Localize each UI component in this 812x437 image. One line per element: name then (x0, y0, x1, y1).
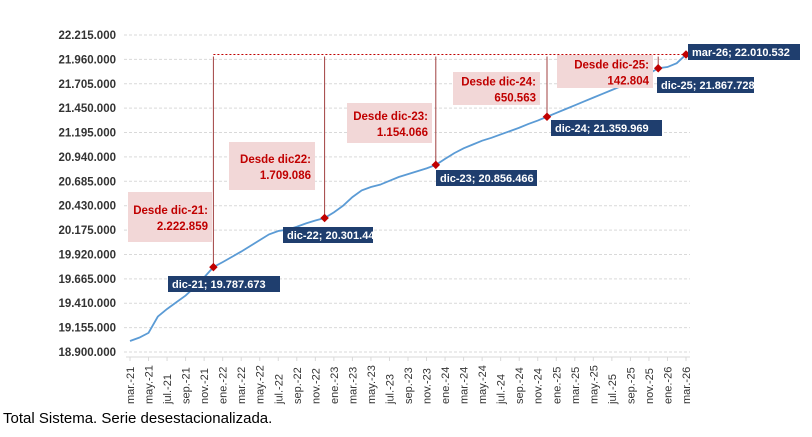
y-tick-label: 22.215.000 (58, 30, 116, 42)
annotation-box (453, 72, 540, 105)
x-tick-label: ene.-25 (551, 367, 563, 404)
annotation-value: 650.563 (494, 93, 536, 105)
point-label: dic-21; 19.787.673 (172, 279, 266, 291)
x-tick-label: may.-25 (588, 365, 600, 404)
y-tick-label: 19.410.000 (58, 298, 116, 310)
data-marker (653, 63, 663, 73)
y-tick-label: 18.900.000 (58, 347, 116, 359)
point-label-box (657, 77, 754, 93)
y-tick-label: 21.450.000 (58, 103, 116, 115)
x-tick-label: ene.-26 (662, 367, 674, 404)
y-tick-label: 19.155.000 (58, 323, 116, 335)
point-label: mar-26; 22.010.532 (692, 47, 790, 59)
x-tick-label: mar.-24 (459, 367, 471, 404)
x-tick-label: may.-24 (477, 365, 489, 404)
annotation-box (128, 192, 212, 242)
point-label: dic-22; 20.301.446 (287, 230, 381, 242)
annotation-value: 2.222.859 (157, 221, 208, 233)
point-label: dic-24; 21.359.969 (555, 123, 649, 135)
x-tick-label: mar.-25 (570, 367, 582, 404)
annotation-value: 1.709.086 (260, 170, 311, 182)
data-marker (542, 112, 552, 122)
x-tick-label: nov.-25 (644, 368, 656, 404)
point-label-box (436, 170, 537, 186)
x-tick-label: may.-22 (255, 365, 267, 404)
series-line (129, 53, 687, 342)
x-tick-label: sep.-24 (514, 367, 526, 404)
y-tick-label: 21.195.000 (58, 128, 116, 140)
annotation-value: 142.804 (607, 76, 649, 88)
annotation-title: Desde dic-21: (133, 205, 208, 217)
y-tick-label: 21.705.000 (58, 79, 116, 91)
annotation-title: Desde dic-25: (574, 60, 649, 72)
point-label: dic-23; 20.856.466 (440, 173, 534, 185)
annotation-value: 1.154.066 (377, 127, 428, 139)
point-label-box (168, 276, 280, 292)
chart-footnote: Total Sistema. Serie desestacionalizada. (3, 410, 273, 427)
point-label-box (551, 120, 662, 136)
x-tick-label: ene.-24 (440, 367, 452, 404)
x-tick-label: sep.-25 (625, 367, 637, 404)
x-tick-label: nov.-24 (533, 368, 545, 404)
y-tick-label: 19.920.000 (58, 249, 116, 261)
annotation-box (347, 103, 432, 143)
y-tick-label: 20.685.000 (58, 176, 116, 188)
x-tick-label: sep.-22 (292, 367, 304, 404)
x-tick-label: ene.-23 (329, 367, 341, 404)
point-label-box (283, 227, 373, 243)
x-tick-label: nov.-22 (310, 368, 322, 404)
x-tick-label: mar.-22 (236, 367, 248, 404)
x-tick-label: nov.-23 (422, 368, 434, 404)
x-tick-label: mar.-26 (681, 367, 693, 404)
annotation-box (557, 55, 653, 88)
x-tick-label: may.-23 (366, 365, 378, 404)
x-tick-label: jul.-22 (273, 374, 285, 405)
x-tick-label: mar.-21 (125, 367, 137, 404)
x-tick-label: ene.-22 (218, 367, 230, 404)
data-marker (431, 160, 441, 170)
x-tick-label: jul.-23 (384, 374, 396, 405)
y-tick-label: 21.960.000 (58, 54, 116, 66)
data-marker (209, 262, 218, 272)
annotation-title: Desde dic-23: (353, 111, 428, 123)
y-tick-label: 19.665.000 (58, 274, 116, 286)
x-tick-label: nov.-21 (199, 368, 211, 404)
data-marker (320, 213, 329, 223)
annotation-title: Desde dic22: (240, 154, 311, 166)
annotation-box (229, 142, 315, 190)
annotation-title: Desde dic-24: (461, 77, 536, 89)
x-tick-label: may.-21 (144, 365, 156, 404)
y-tick-label: 20.175.000 (58, 225, 116, 237)
point-label-box (688, 44, 800, 60)
x-tick-label: jul.-24 (496, 374, 508, 405)
y-tick-label: 20.940.000 (58, 152, 116, 164)
x-tick-label: sep.-23 (403, 367, 415, 404)
y-tick-label: 20.430.000 (58, 201, 116, 213)
x-tick-label: mar.-23 (347, 367, 359, 404)
x-tick-label: sep.-21 (181, 367, 193, 404)
x-tick-label: jul.-21 (162, 374, 174, 405)
x-tick-label: jul.-25 (607, 374, 619, 405)
point-label: dic-25; 21.867.728 (661, 80, 755, 92)
